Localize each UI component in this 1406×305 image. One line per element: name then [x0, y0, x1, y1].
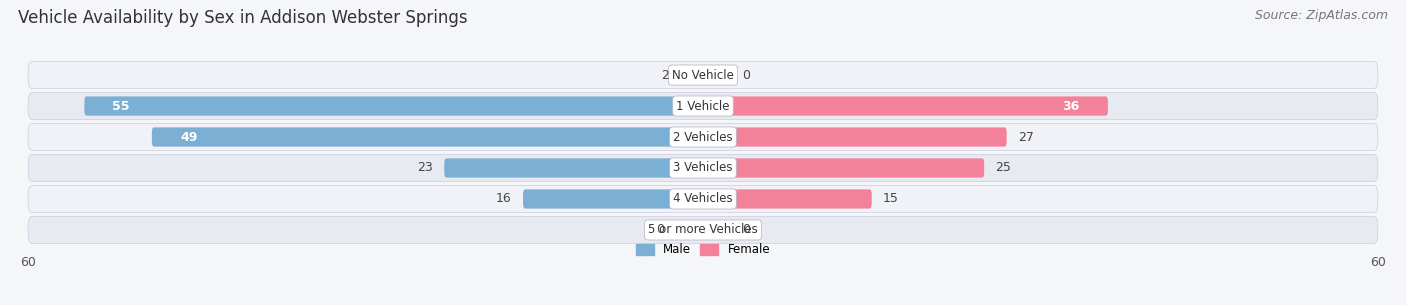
Text: 5 or more Vehicles: 5 or more Vehicles: [648, 224, 758, 236]
FancyBboxPatch shape: [84, 96, 703, 116]
Text: 2 Vehicles: 2 Vehicles: [673, 131, 733, 144]
Text: No Vehicle: No Vehicle: [672, 69, 734, 81]
Legend: Male, Female: Male, Female: [633, 240, 773, 260]
Text: 4 Vehicles: 4 Vehicles: [673, 192, 733, 206]
FancyBboxPatch shape: [523, 189, 703, 209]
FancyBboxPatch shape: [28, 61, 1378, 89]
FancyBboxPatch shape: [28, 185, 1378, 213]
Text: 0: 0: [655, 224, 664, 236]
FancyBboxPatch shape: [28, 92, 1378, 120]
Text: Vehicle Availability by Sex in Addison Webster Springs: Vehicle Availability by Sex in Addison W…: [18, 9, 468, 27]
Text: 49: 49: [180, 131, 197, 144]
Text: 55: 55: [112, 99, 129, 113]
FancyBboxPatch shape: [703, 220, 731, 239]
FancyBboxPatch shape: [675, 220, 703, 239]
FancyBboxPatch shape: [703, 66, 731, 85]
Text: 25: 25: [995, 161, 1011, 174]
FancyBboxPatch shape: [444, 158, 703, 178]
FancyBboxPatch shape: [28, 154, 1378, 181]
FancyBboxPatch shape: [703, 189, 872, 209]
FancyBboxPatch shape: [681, 66, 703, 85]
Text: 23: 23: [418, 161, 433, 174]
Text: 2: 2: [661, 69, 669, 81]
Text: 15: 15: [883, 192, 898, 206]
FancyBboxPatch shape: [28, 124, 1378, 151]
FancyBboxPatch shape: [703, 96, 1108, 116]
Text: 27: 27: [1018, 131, 1033, 144]
Text: 0: 0: [742, 69, 751, 81]
FancyBboxPatch shape: [152, 127, 703, 147]
Text: 3 Vehicles: 3 Vehicles: [673, 161, 733, 174]
FancyBboxPatch shape: [28, 216, 1378, 244]
Text: Source: ZipAtlas.com: Source: ZipAtlas.com: [1254, 9, 1388, 22]
Text: 16: 16: [496, 192, 512, 206]
Text: 0: 0: [742, 224, 751, 236]
Text: 1 Vehicle: 1 Vehicle: [676, 99, 730, 113]
Text: 36: 36: [1063, 99, 1080, 113]
FancyBboxPatch shape: [703, 127, 1007, 147]
FancyBboxPatch shape: [703, 158, 984, 178]
